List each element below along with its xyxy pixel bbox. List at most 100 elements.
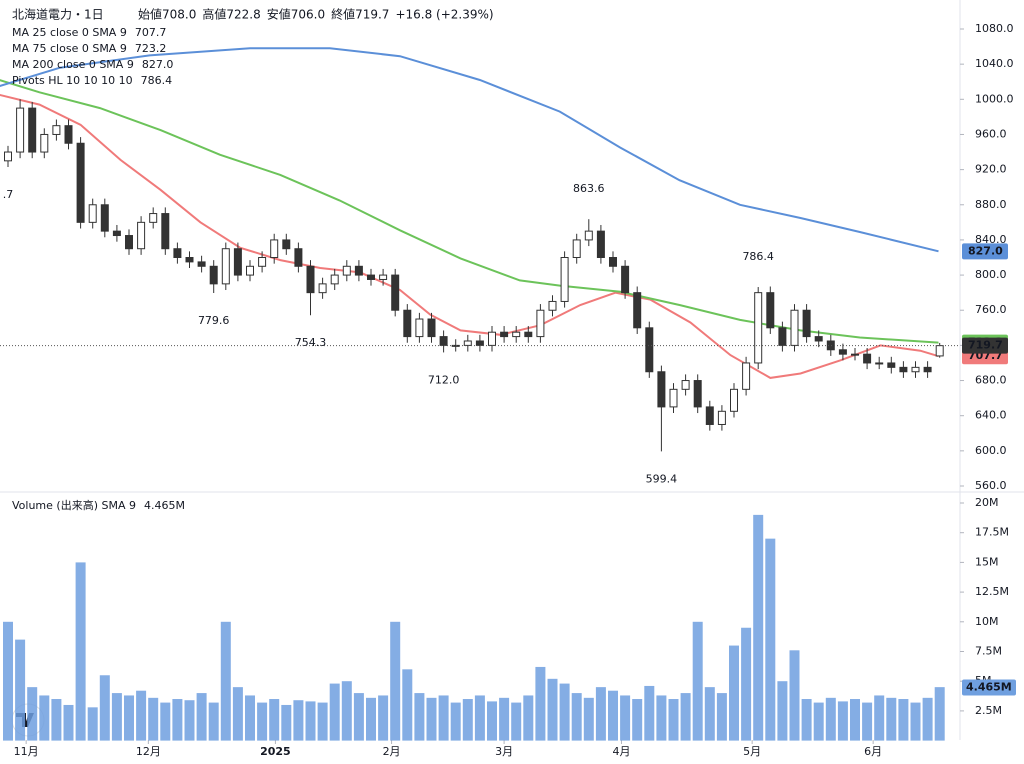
candle-body [911,366,920,373]
volume-bar [559,683,570,741]
candle-body [512,331,521,338]
candle-body [572,239,581,259]
candle-body [137,221,146,250]
pivot-label: 863.6 [573,182,605,195]
ohlc-value: 安値706.0 [267,7,325,22]
candle-body [161,213,170,250]
y2-tick-label: 15M [975,555,999,568]
volume-bar [523,695,534,741]
volume-bar [716,693,727,741]
candle-body [524,331,533,338]
candle-body [633,292,642,329]
y-tick-label: 640.0 [975,409,1007,422]
candle-body [790,309,799,346]
y-tick-label: 1080.0 [975,22,1014,35]
volume-bar [257,702,268,741]
y-tick-label: 1040.0 [975,57,1014,70]
pivot-label: .7 [3,188,14,201]
symbol: 北海道電力・1日 [12,7,104,22]
volume-bar [196,693,207,741]
volume-bar [898,699,909,741]
y-tick-label: 800.0 [975,268,1007,281]
candle-body [379,274,388,280]
volume-bar [245,695,255,741]
volume-bar [63,704,74,741]
candle-body [838,349,847,355]
volume-bar [765,538,776,741]
volume-bar [136,690,147,741]
candle-body [730,388,738,412]
volume-sma-value: 4.465M [144,499,185,512]
candle-body [802,309,811,338]
candle-body [754,292,763,364]
volume-bar [692,621,703,741]
volume-bar [450,702,461,741]
candle-body [609,257,617,267]
candle-body [258,257,267,267]
volume-bar [341,681,352,741]
x-tick-label: 2025 [260,745,291,758]
candle-body [100,204,109,232]
candle-body [693,380,702,408]
volume-bar [704,687,715,741]
candle-body [851,353,859,356]
legend-label: MA 75 close 0 SMA 9 [12,42,127,55]
volume-bar [51,699,62,741]
volume-bar [620,695,631,741]
candle-body [173,248,182,258]
candle-body [28,107,37,153]
volume-bar [3,621,13,741]
volume-bar [801,699,812,741]
y-tick-label: 880.0 [975,198,1007,211]
volume-bar [329,683,340,741]
volume-bar [680,693,691,741]
volume-bar [535,666,546,741]
legend-label: MA 25 close 0 SMA 9 [12,26,127,39]
ma-line [0,93,939,379]
volume-bar [474,695,485,741]
candle-body [16,107,25,153]
volume-bar [99,675,110,741]
volume-bar [220,621,231,741]
volume-bar [15,639,26,741]
candle-body [863,353,872,364]
volume-bar [27,687,38,741]
y-tick-label: 680.0 [975,374,1007,387]
legend-value: 786.4 [141,74,173,87]
y2-tick-label: 10M [975,615,999,628]
pivot-label: 779.6 [198,314,230,327]
volume-bar [837,701,848,741]
volume-bar [741,627,752,741]
volume-bar [184,700,195,741]
volume-bar [886,697,897,741]
candle-body [717,410,726,425]
y-tick-label: 760.0 [975,303,1007,316]
candle-body [899,366,908,373]
pivot-label: 599.4 [646,472,678,485]
volume-bar [910,702,921,741]
candle-body [596,230,605,258]
x-tick-label: 11月 [14,745,39,758]
ohlc-value: 始値708.0 [138,7,196,22]
candle-body [367,274,375,280]
volume-bar [668,699,679,741]
candle-body [415,318,424,338]
volume-bar [305,701,316,741]
x-tick-label: 2月 [383,745,401,758]
volume-bar [87,707,98,741]
volume-bar [293,700,304,741]
candle-body [246,265,254,276]
volume-bar [922,697,933,741]
ma-line [0,47,939,253]
pivot-label: 712.0 [428,373,460,386]
y-tick-label: 920.0 [975,163,1007,176]
candle-body [669,388,678,408]
y2-tick-label: 17.5M [975,526,1009,539]
volume-bar [281,704,292,741]
price-badge-label: 827.0 [968,244,1003,257]
volume-bar [124,695,134,741]
volume-bar [789,650,800,741]
volume-bar [426,697,437,741]
candle-body [935,345,944,357]
legend-value: 723.2 [135,42,167,55]
